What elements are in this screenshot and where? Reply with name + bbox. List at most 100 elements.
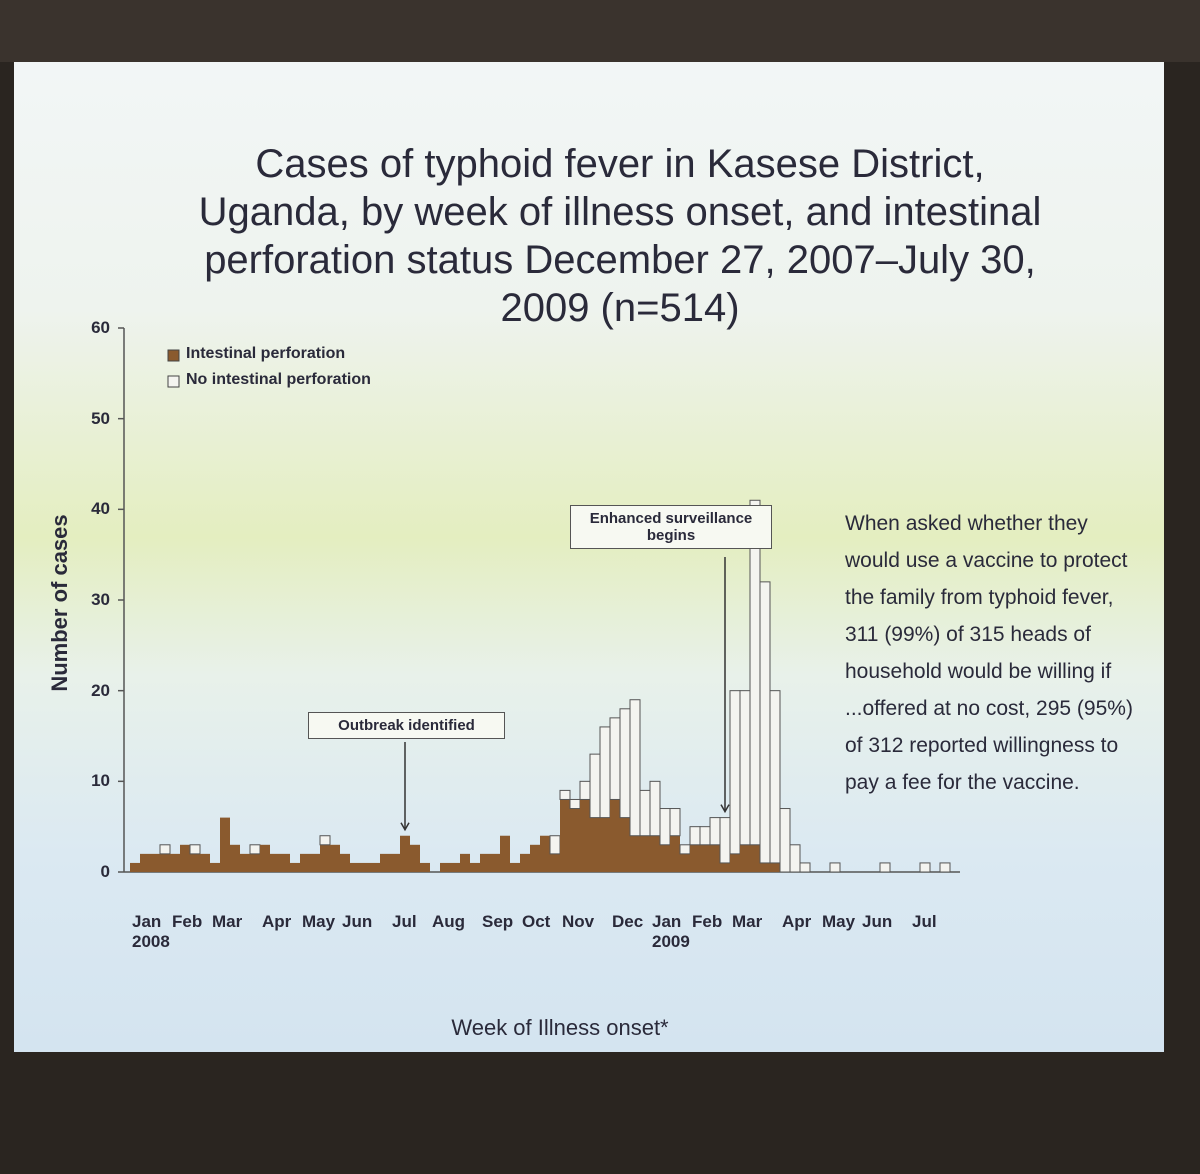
y-tick-label: 0: [100, 862, 110, 881]
bar-segment: [170, 853, 180, 872]
bar-segment: [600, 817, 610, 872]
bar-segment: [569, 798, 581, 810]
bar-segment: [650, 835, 660, 872]
bar-segment: [360, 862, 370, 872]
bar-segment: [460, 853, 470, 872]
x-tick-label: Mar: [212, 912, 243, 931]
bar-segment: [230, 844, 240, 872]
annotation: Enhanced surveillance begins: [570, 505, 772, 549]
bar-segment: [720, 862, 730, 872]
x-tick-label: Jun: [342, 912, 373, 931]
bar-segment: [770, 862, 780, 872]
bar-segment: [680, 853, 690, 872]
bar-segment: [629, 699, 641, 837]
bar-segment: [659, 808, 671, 846]
bar-segment: [939, 862, 951, 873]
bar-segment: [250, 853, 260, 872]
bar-segment: [559, 789, 571, 800]
bar-segment: [270, 853, 280, 872]
bar-segment: [210, 862, 220, 872]
bar-segment: [549, 835, 561, 855]
bar-segment: [619, 708, 631, 819]
bar-segment: [729, 690, 741, 855]
bar-segment: [160, 853, 170, 872]
x-tick-label: Aug: [432, 912, 466, 931]
bar-segment: [470, 862, 480, 872]
arrow-head: [400, 822, 410, 832]
bar-segment: [490, 853, 500, 872]
bar-segment: [730, 853, 740, 872]
bar-segment: [709, 817, 721, 846]
x-tick-label: Feb: [692, 912, 723, 931]
bar-segment: [769, 690, 781, 864]
bar-segment: [410, 844, 420, 872]
bar-segment: [750, 844, 760, 872]
bar-segment: [550, 853, 560, 872]
bar-segment: [799, 862, 811, 873]
annotation: Outbreak identified: [308, 712, 505, 739]
bar-segment: [380, 853, 390, 872]
bar-segment: [520, 853, 530, 872]
bar-segment: [330, 844, 340, 872]
bar-segment: [440, 862, 450, 872]
bar-segment: [510, 862, 520, 872]
background: [0, 0, 1200, 62]
bar-segment: [370, 862, 380, 872]
y-tick-label: 30: [91, 590, 110, 609]
bar-segment: [189, 844, 201, 855]
y-tick-label: 20: [91, 680, 110, 700]
bar-segment: [739, 690, 751, 846]
x-tick-label: Oct: [522, 912, 551, 931]
bar-segment: [710, 844, 720, 872]
bar-segment: [620, 817, 630, 872]
bar-segment: [719, 817, 731, 864]
bar-segment: [150, 853, 160, 872]
bar-segment: [579, 780, 591, 800]
bar-segment: [610, 799, 620, 872]
x-tick-label: Sep: [482, 912, 514, 931]
y-tick-label: 50: [91, 408, 110, 428]
bar-segment: [260, 844, 270, 872]
legend-label: Intestinal perforation: [186, 345, 346, 362]
y-tick-label: 40: [91, 499, 110, 519]
bar-segment: [140, 853, 150, 872]
bar-segment: [240, 853, 250, 872]
x-tick-label: Apr: [262, 912, 292, 931]
y-tick-label: 60: [91, 318, 110, 337]
bar-segment: [500, 835, 510, 872]
bar-segment: [530, 844, 540, 872]
x-tick-label: Jun: [862, 912, 893, 931]
y-tick-label: 10: [91, 771, 110, 791]
bar-segment: [779, 808, 791, 873]
bar-segment: [290, 862, 300, 872]
bar-segment: [220, 817, 230, 872]
bar-segment: [660, 844, 670, 872]
bar-segment: [180, 844, 190, 872]
bar-segment: [669, 808, 681, 837]
bar-segment: [639, 789, 651, 837]
bar-segment: [789, 844, 801, 873]
bar-segment: [679, 844, 691, 855]
bar-segment: [320, 844, 330, 872]
x-tick-label: Apr: [782, 912, 812, 931]
bar-segment: [249, 844, 261, 855]
bar-segment: [879, 862, 891, 873]
bar-segment: [190, 853, 200, 872]
bar-segment: [689, 826, 701, 846]
legend-swatch: [167, 349, 180, 362]
bar-segment: [630, 835, 640, 872]
bar-segment: [159, 844, 171, 855]
x-tick-label: Mar: [732, 912, 763, 931]
bar-segment: [760, 862, 770, 872]
bar-segment: [829, 862, 841, 873]
arrow-head: [720, 804, 730, 814]
bar-segment: [280, 853, 290, 872]
bar-segment: [300, 853, 310, 872]
bar-segment: [740, 844, 750, 872]
x-tick-label: Feb: [172, 912, 203, 931]
bar-segment: [200, 853, 210, 872]
legend-swatch: [167, 375, 180, 388]
bar-segment: [590, 817, 600, 872]
bar-segment: [640, 835, 650, 872]
